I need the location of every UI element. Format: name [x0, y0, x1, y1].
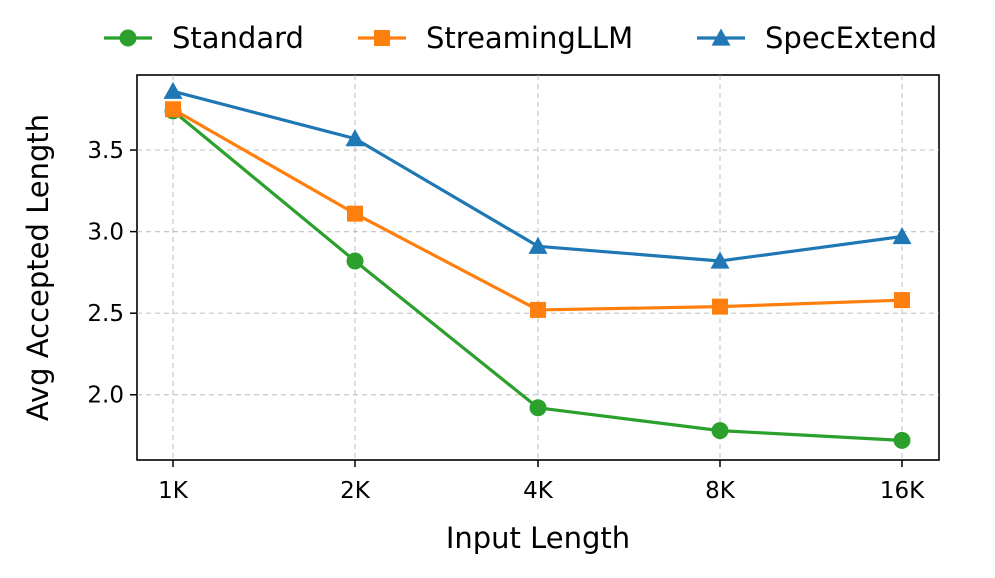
x-tick-label: 2K: [340, 478, 371, 504]
legend-marker: [119, 29, 137, 47]
x-tick-label: 1K: [158, 478, 189, 504]
data-point-streamingllm: [347, 205, 363, 222]
legend: Standard StreamingLLM SpecExtend: [104, 21, 937, 55]
data-point-specextend: [528, 236, 548, 254]
legend-item-specextend: SpecExtend: [697, 21, 937, 55]
data-point-specextend: [163, 81, 183, 99]
legend-label: Standard: [172, 21, 304, 55]
data-point-specextend: [710, 251, 730, 269]
y-tick-label: 3.5: [87, 138, 124, 164]
data-point-standard: [529, 399, 547, 417]
legend-marker: [711, 28, 731, 46]
x-tick-label: 16K: [880, 478, 925, 504]
series-layer: [163, 81, 912, 449]
x-axis: 1K 2K 4K 8K 16K: [158, 460, 925, 504]
data-point-standard: [346, 252, 364, 270]
x-tick-label: 8K: [705, 478, 736, 504]
legend-item-standard: Standard: [104, 21, 304, 55]
legend-label: SpecExtend: [765, 21, 937, 55]
data-point-standard: [711, 422, 729, 440]
x-axis-title: Input Length: [446, 521, 630, 555]
data-point-standard: [893, 431, 911, 449]
legend-marker: [374, 30, 390, 46]
data-point-streamingllm: [165, 101, 181, 118]
y-tick-label: 2.0: [87, 383, 124, 409]
data-point-specextend: [892, 227, 912, 245]
data-point-streamingllm: [894, 292, 910, 309]
y-tick-label: 2.5: [87, 301, 124, 327]
data-point-specextend: [345, 129, 365, 147]
series-streamingllm: [165, 101, 910, 318]
data-point-streamingllm: [712, 298, 728, 315]
legend-item-streamingllm: StreamingLLM: [358, 21, 633, 55]
y-tick-label: 3.0: [87, 220, 124, 246]
y-axis: 2.0 2.5 3.0 3.5: [87, 138, 137, 409]
data-point-streamingllm: [530, 301, 546, 318]
x-tick-label: 4K: [523, 478, 554, 504]
series-specextend: [163, 81, 912, 269]
y-axis-title: Avg Accepted Length: [21, 114, 55, 421]
legend-label: StreamingLLM: [426, 21, 633, 55]
